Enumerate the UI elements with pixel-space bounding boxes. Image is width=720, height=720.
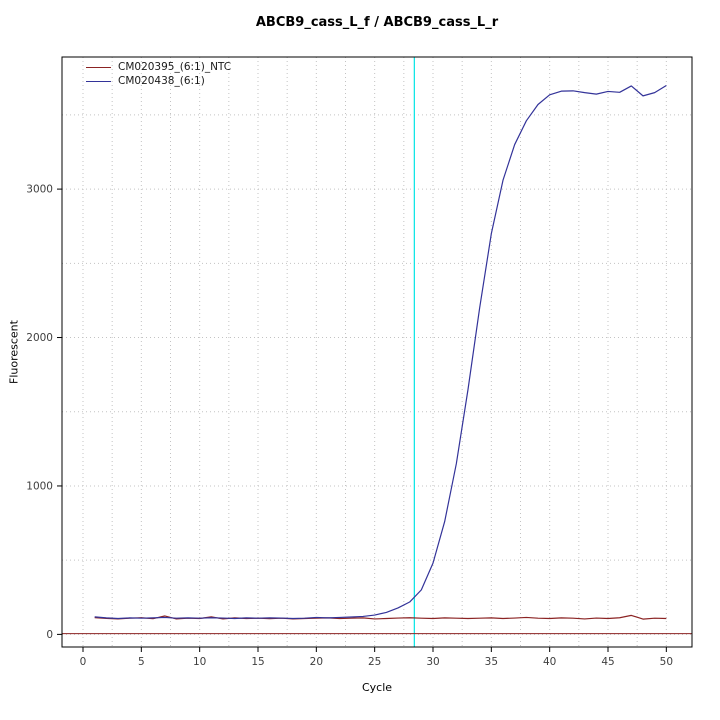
x-tick-label: 10 <box>193 656 206 668</box>
x-tick-label: 50 <box>660 656 673 668</box>
series-line-1 <box>94 84 667 620</box>
y-tick-label: 3000 <box>26 184 53 196</box>
x-tick-label: 35 <box>485 656 498 668</box>
x-tick-label: 0 <box>80 656 87 668</box>
x-tick-label: 15 <box>251 656 264 668</box>
legend-item-sample: CM020438_(6:1) <box>86 74 231 88</box>
x-tick-label: 30 <box>426 656 439 668</box>
x-tick-label: 5 <box>138 656 145 668</box>
y-tick-label: 0 <box>46 629 53 641</box>
x-tick-label: 40 <box>543 656 556 668</box>
x-axis-label: Cycle <box>361 681 393 694</box>
y-tick-label: 2000 <box>26 332 53 344</box>
plot-box <box>61 56 693 648</box>
legend-line-swatch-ntc <box>86 66 111 68</box>
x-tick-label: 45 <box>601 656 614 668</box>
y-axis-label: Fluorescent <box>7 320 21 384</box>
x-tick-label: 25 <box>368 656 381 668</box>
x-tick-label: 20 <box>310 656 323 668</box>
legend-line-swatch-sample <box>86 80 111 82</box>
legend: CM020395_(6:1)_NTC CM020438_(6:1) <box>86 60 231 88</box>
legend-label-ntc: CM020395_(6:1)_NTC <box>118 61 232 73</box>
legend-item-ntc: CM020395_(6:1)_NTC <box>86 60 231 74</box>
y-tick-label: 1000 <box>26 480 53 492</box>
chart-title: ABCB9_cass_L_f / ABCB9_cass_L_r <box>255 15 499 30</box>
legend-label-sample: CM020438_(6:1) <box>118 75 205 87</box>
